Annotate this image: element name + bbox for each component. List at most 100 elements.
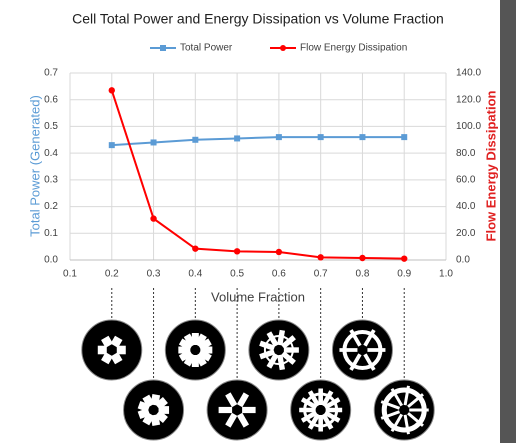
- point: [234, 135, 241, 142]
- disc: [290, 379, 352, 441]
- disc: [248, 319, 310, 381]
- pattern: [137, 408, 151, 419]
- y-tick-label: 0.2: [44, 201, 58, 212]
- x-tick-label: 0.6: [272, 269, 286, 280]
- x-tick-label: 0.7: [314, 269, 328, 280]
- point: [401, 134, 408, 141]
- pattern: [323, 410, 341, 423]
- disc: [164, 319, 226, 381]
- point: [359, 254, 366, 262]
- pattern: [154, 397, 168, 410]
- y2-tick-label: 40.0: [456, 201, 476, 212]
- legend-marker: [160, 45, 166, 51]
- pattern: [300, 397, 318, 410]
- pattern: [142, 394, 155, 408]
- y-tick-label: 0.3: [44, 174, 58, 185]
- y2-tick-label: 60.0: [456, 174, 476, 185]
- disc: [331, 319, 393, 381]
- x-tick-label: 0.1: [63, 269, 77, 280]
- pattern: [300, 410, 318, 423]
- point: [192, 136, 199, 143]
- pattern: [280, 335, 296, 349]
- point: [192, 245, 199, 252]
- pattern: [266, 331, 279, 348]
- point: [275, 134, 282, 141]
- point: [233, 248, 241, 255]
- series-line: [111, 136, 405, 147]
- pattern: [321, 413, 334, 430]
- legend-marker: [280, 45, 286, 51]
- y-tick-label: 0.1: [44, 228, 58, 239]
- pattern: [194, 333, 207, 348]
- x-tick-label: 0.4: [188, 269, 202, 280]
- disc: [123, 379, 185, 441]
- pattern: [154, 410, 168, 423]
- y2-tick-label: 80.0: [456, 148, 476, 159]
- y-tick-label: 0.6: [44, 94, 58, 105]
- pattern: [266, 352, 279, 369]
- point: [317, 134, 324, 141]
- frame-edge: [500, 0, 516, 443]
- pattern: [101, 352, 114, 365]
- pattern: [259, 349, 276, 360]
- pattern: [323, 397, 341, 410]
- disc: [81, 319, 143, 381]
- pattern: [183, 352, 196, 367]
- y2-tick-label: 140.0: [456, 68, 481, 79]
- pattern: [381, 387, 427, 433]
- point: [108, 142, 115, 149]
- legend-label: Flow Energy Dissipation: [300, 43, 407, 54]
- pattern: [307, 390, 321, 407]
- pattern: [303, 392, 339, 428]
- pattern: [263, 335, 294, 365]
- y-axis-title: Total Power (Generated): [27, 95, 42, 237]
- pattern: [277, 354, 286, 371]
- pattern: [110, 335, 123, 348]
- pattern: [142, 412, 155, 426]
- pattern: [150, 394, 161, 406]
- pattern: [236, 392, 250, 408]
- pattern: [197, 349, 212, 362]
- y-tick-label: 0.4: [44, 148, 58, 159]
- disc: [206, 379, 268, 441]
- y2-tick-label: 20.0: [456, 228, 476, 239]
- y2-tick-label: 100.0: [456, 121, 481, 132]
- pattern: [342, 330, 383, 370]
- pattern: [178, 338, 193, 351]
- point: [108, 87, 115, 94]
- pattern: [197, 338, 212, 351]
- x-tick-label: 0.5: [230, 269, 244, 280]
- point: [150, 139, 157, 146]
- pattern: [277, 329, 286, 346]
- pattern: [110, 352, 123, 365]
- point: [401, 255, 408, 262]
- pattern: [137, 401, 151, 412]
- point: [275, 248, 283, 256]
- point: [150, 215, 157, 222]
- y2-tick-label: 0.0: [456, 255, 470, 266]
- x-tick-label: 1.0: [439, 269, 453, 280]
- x-tick-label: 0.8: [355, 269, 369, 280]
- x-tick-label: 0.2: [105, 269, 119, 280]
- pattern: [225, 412, 238, 428]
- y-tick-label: 0.0: [44, 255, 58, 266]
- pattern: [225, 392, 238, 408]
- chart-title: Cell Total Power and Energy Dissipation …: [72, 11, 444, 27]
- pattern: [150, 414, 161, 426]
- point: [317, 254, 324, 261]
- pattern: [236, 412, 250, 428]
- microstructures: [81, 288, 435, 441]
- x-tick-label: 0.3: [147, 269, 161, 280]
- pattern: [307, 413, 321, 430]
- pattern: [101, 335, 114, 348]
- legend-label: Total Power: [180, 43, 233, 54]
- point: [359, 134, 366, 141]
- pattern: [321, 390, 334, 407]
- series-line: [110, 90, 405, 260]
- y2-tick-label: 120.0: [456, 94, 481, 105]
- y-tick-label: 0.5: [44, 121, 58, 132]
- y2-axis-title: Flow Energy Dissipation: [483, 90, 498, 241]
- pattern: [280, 351, 296, 365]
- x-tick-label: 0.9: [397, 269, 411, 280]
